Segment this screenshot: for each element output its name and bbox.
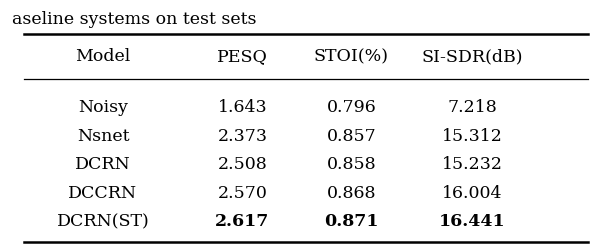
Text: PESQ: PESQ bbox=[217, 48, 268, 65]
Text: 0.871: 0.871 bbox=[324, 213, 379, 230]
Text: aseline systems on test sets: aseline systems on test sets bbox=[12, 11, 256, 28]
Text: SI-SDR(dB): SI-SDR(dB) bbox=[422, 48, 524, 65]
Text: Noisy: Noisy bbox=[78, 99, 128, 116]
Text: DCRN(ST): DCRN(ST) bbox=[56, 213, 150, 230]
Text: 0.796: 0.796 bbox=[327, 99, 376, 116]
Text: STOI(%): STOI(%) bbox=[314, 48, 389, 65]
Text: 0.868: 0.868 bbox=[327, 185, 376, 202]
Text: DCCRN: DCCRN bbox=[68, 185, 138, 202]
Text: 16.441: 16.441 bbox=[439, 213, 506, 230]
Text: Model: Model bbox=[75, 48, 131, 65]
Text: 0.857: 0.857 bbox=[327, 128, 376, 145]
Text: DCRN: DCRN bbox=[75, 156, 131, 173]
Text: Nsnet: Nsnet bbox=[77, 128, 129, 145]
Text: 7.218: 7.218 bbox=[448, 99, 498, 116]
Text: 16.004: 16.004 bbox=[442, 185, 503, 202]
Text: 2.570: 2.570 bbox=[218, 185, 267, 202]
Text: 2.373: 2.373 bbox=[218, 128, 267, 145]
Text: 15.232: 15.232 bbox=[442, 156, 503, 173]
Text: 15.312: 15.312 bbox=[442, 128, 503, 145]
Text: 1.643: 1.643 bbox=[218, 99, 267, 116]
Text: 2.508: 2.508 bbox=[218, 156, 267, 173]
Text: 0.858: 0.858 bbox=[327, 156, 376, 173]
Text: 2.617: 2.617 bbox=[215, 213, 270, 230]
